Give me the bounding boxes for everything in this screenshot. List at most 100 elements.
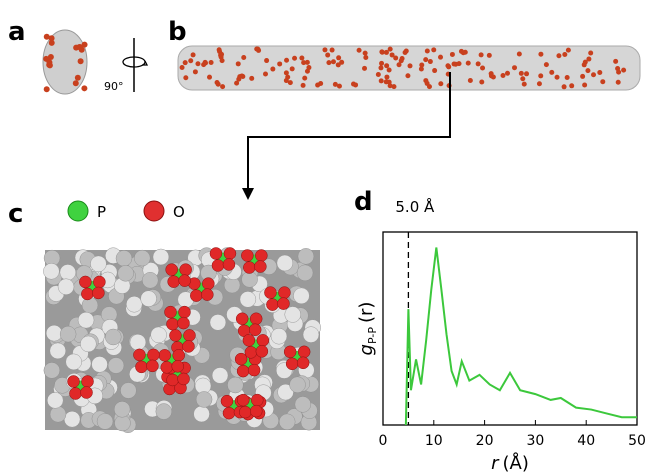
atom [488,73,494,79]
atom [383,79,389,85]
atom [80,335,97,353]
atom [49,406,67,423]
atom [419,62,425,68]
atom [76,44,83,51]
atom [244,346,258,359]
atom [561,84,567,90]
atom [438,54,444,60]
atom [287,80,293,86]
atom [140,290,157,307]
atom [237,393,250,407]
atom [362,50,368,56]
atom [351,81,357,87]
atom [580,73,586,79]
atom [91,356,108,373]
atom [398,58,404,64]
atom [183,329,196,342]
atom [202,59,208,65]
y-axis-label: gP-P (r) [356,302,379,356]
atom [524,71,530,77]
atom [96,413,114,430]
atom [243,261,256,274]
annotation: 5.0 Å [395,197,435,216]
atom [278,286,291,299]
atom [504,70,510,76]
atom [208,60,214,66]
atom [270,66,276,72]
atom [266,298,279,311]
atom [155,403,173,420]
atom [302,326,320,343]
atom [582,82,588,88]
atom [43,86,50,93]
atom [133,348,146,362]
atom [222,258,236,271]
atom [486,52,492,58]
atom [45,324,63,342]
atom [188,58,194,64]
atom [284,306,301,323]
x-label-unit: (Å) [503,452,529,474]
atom [256,334,270,347]
atom [296,356,310,370]
atom [195,391,213,408]
atom [475,61,481,67]
atom [521,81,527,87]
panel-label: d [354,187,373,217]
atom [81,287,94,301]
atom [407,63,413,69]
atom [242,334,256,347]
legend-label: O [173,203,185,221]
atom [43,263,60,280]
atom [241,55,247,61]
atom [166,373,179,387]
atom [81,41,88,48]
atom [335,62,341,68]
atom [255,345,269,358]
panel-label: b [168,17,187,47]
atom [362,65,368,71]
atom [57,278,75,295]
atom [190,52,196,58]
atom [182,340,195,353]
atom [393,55,399,61]
atom [43,55,50,62]
atom [600,79,606,85]
atom [179,65,185,71]
atom [285,74,291,80]
atom [330,59,336,65]
atom [147,348,160,362]
atom [591,72,597,78]
rdf-line [404,247,637,426]
atom [239,405,252,419]
atom [538,73,544,79]
atom [289,66,295,72]
atom [356,47,362,53]
atom [249,312,263,326]
atom [146,359,159,373]
atom [235,61,241,67]
atom [220,84,226,90]
atom [152,248,170,266]
atom [315,82,321,88]
atom [182,60,188,66]
atom [69,387,82,400]
atom [234,352,248,366]
atom [43,362,61,379]
atom [597,70,603,76]
atom [48,35,55,42]
atom [536,81,542,87]
atom [172,349,185,362]
atom [424,48,430,54]
atom [613,58,619,64]
atom [134,249,151,267]
atom [378,65,384,71]
atom [500,73,506,79]
atom [90,255,107,273]
atom [207,74,213,80]
atom [402,50,408,56]
atom [277,297,290,310]
x-axis-label: r (Å) [491,452,529,474]
atom [49,342,66,360]
